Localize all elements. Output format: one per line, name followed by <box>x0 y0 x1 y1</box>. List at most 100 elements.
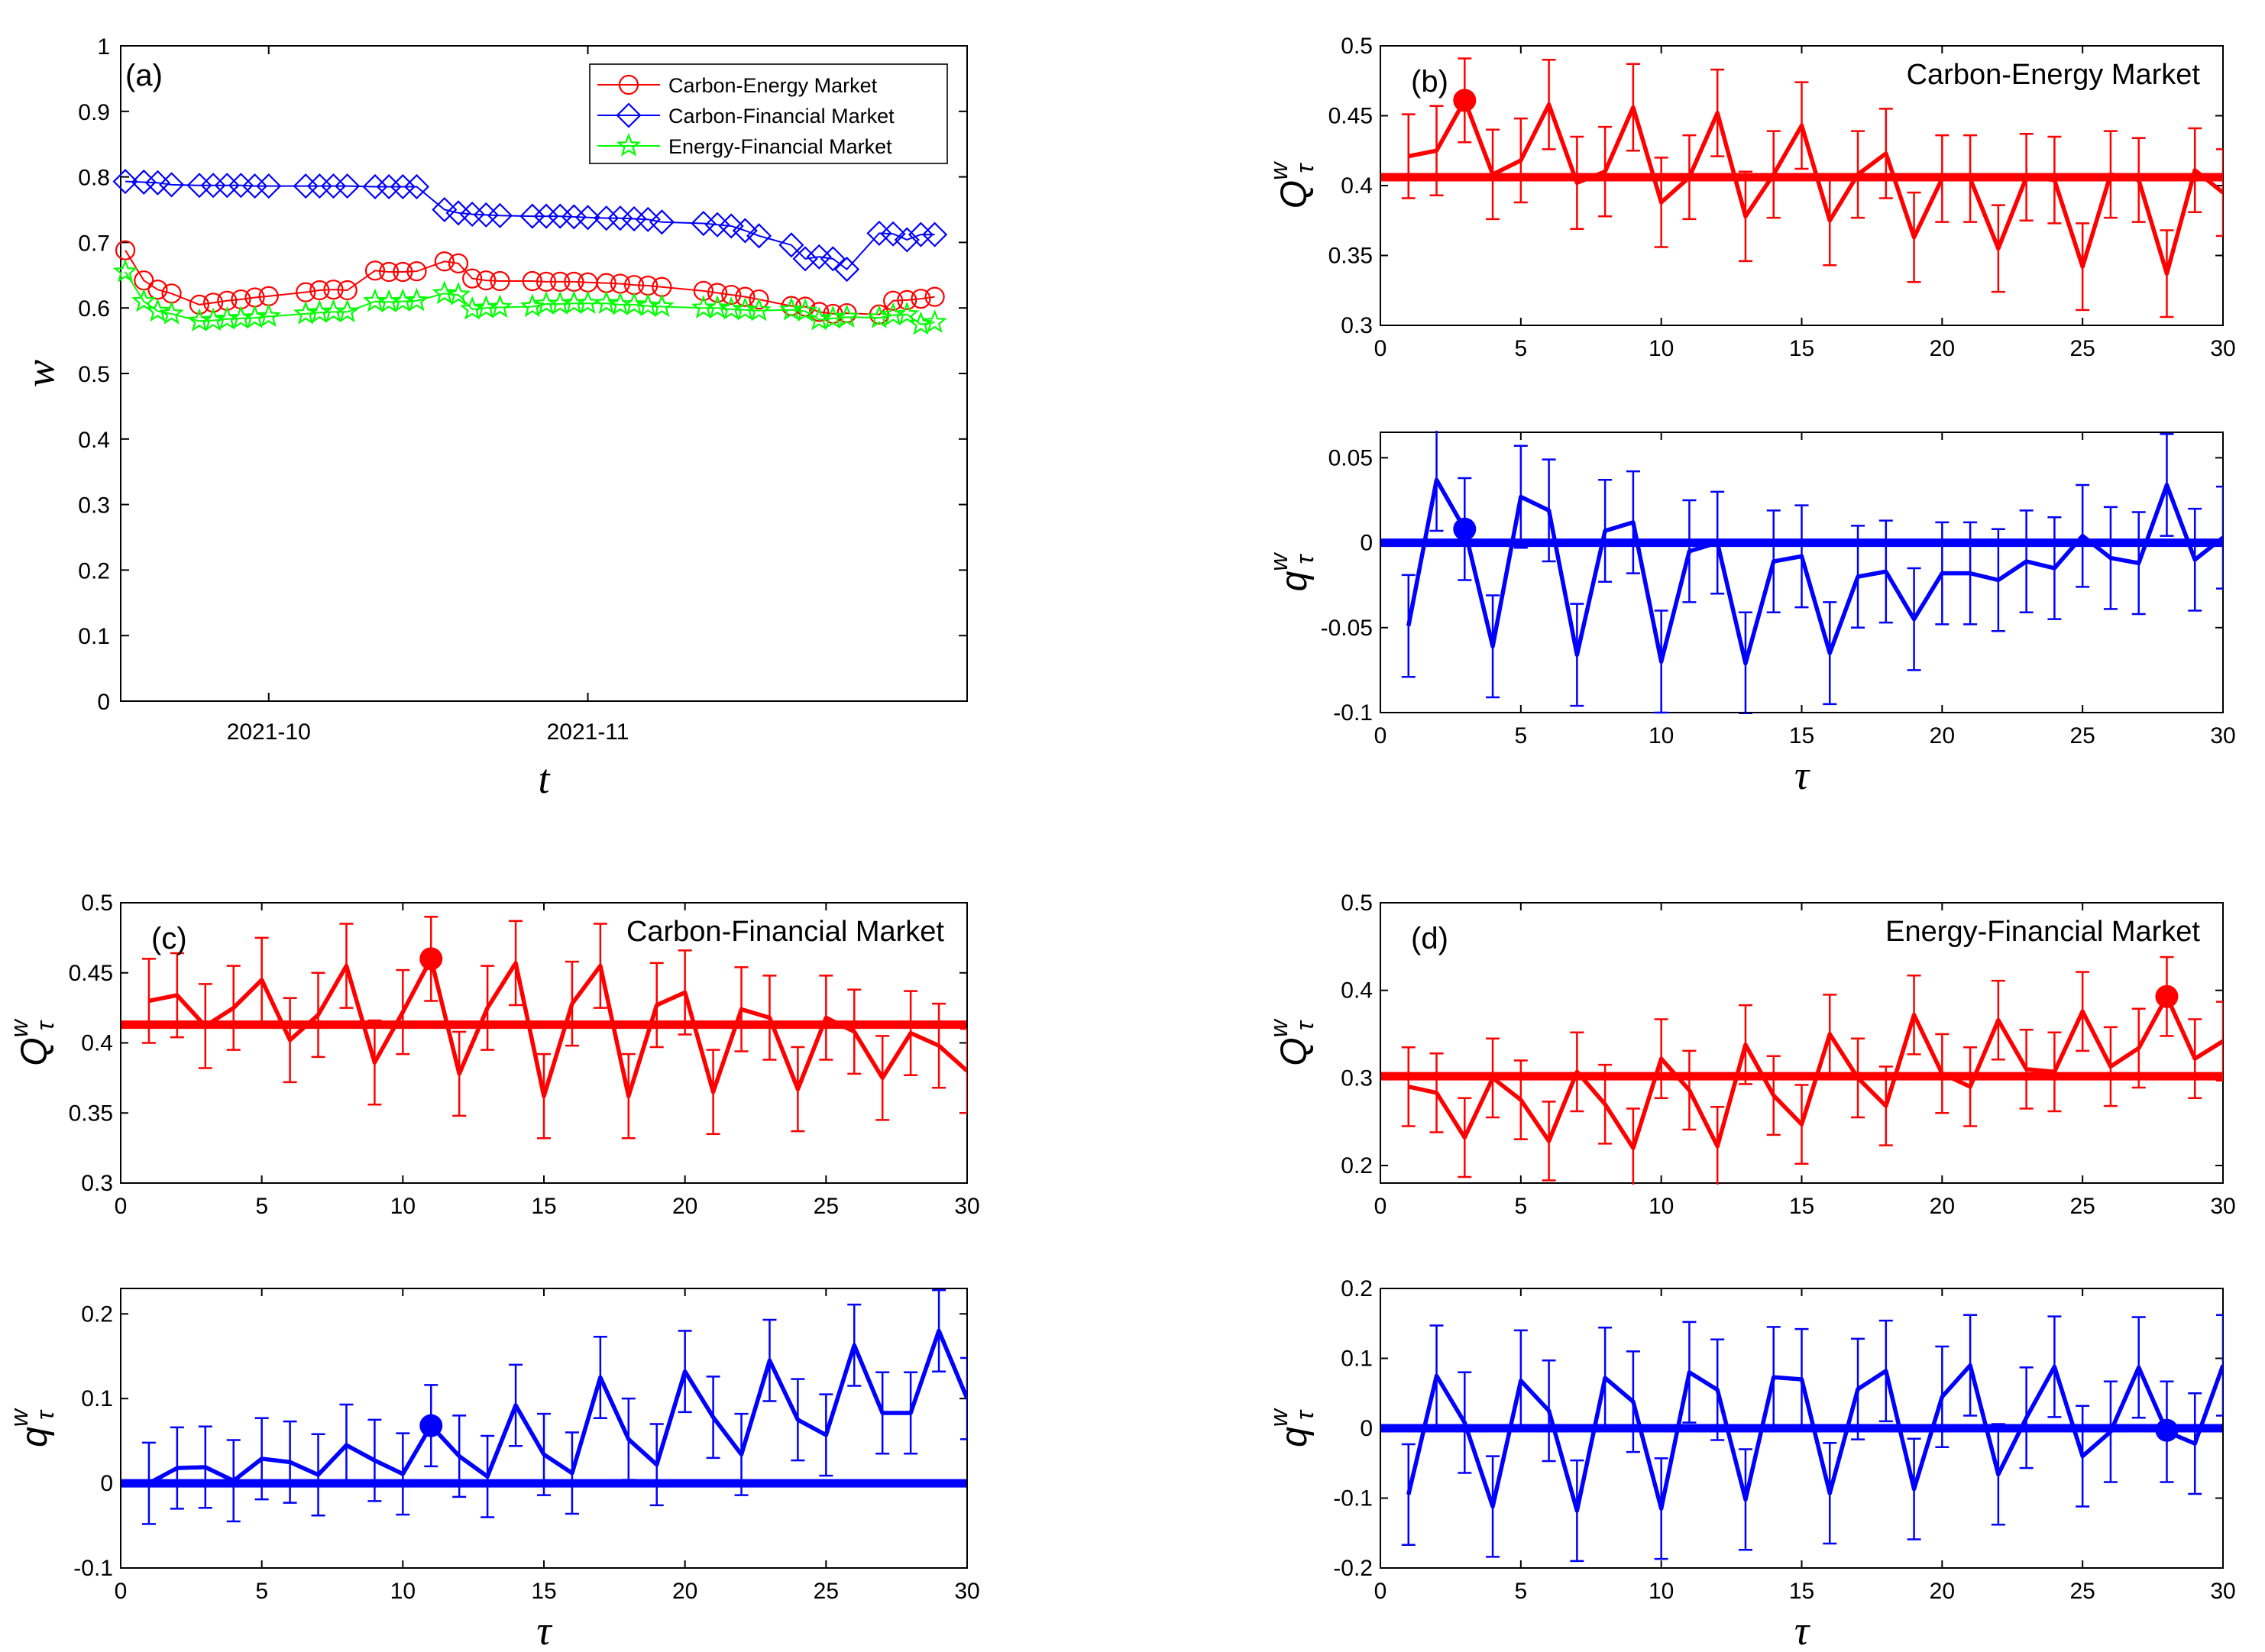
data-point <box>112 258 138 283</box>
data-point <box>364 260 386 281</box>
x-tick-label: 0 <box>1374 336 1387 361</box>
y-axis-label: qwτ <box>1265 552 1319 592</box>
x-tick-label: 5 <box>1514 1194 1527 1219</box>
data-point <box>487 202 513 228</box>
panel-title: Carbon-Financial Market <box>626 916 944 948</box>
data-point <box>894 227 920 253</box>
x-tick-label: 25 <box>2069 1579 2095 1604</box>
legend-marker <box>616 102 642 128</box>
plot-area <box>1381 955 2223 1185</box>
data-point <box>550 271 571 292</box>
data-point <box>883 290 904 311</box>
data-point <box>293 173 319 199</box>
data-point <box>459 296 485 320</box>
y-tick-label: 0.2 <box>1341 1153 1373 1178</box>
data-point <box>908 221 934 247</box>
highlight-point <box>419 1414 443 1437</box>
data-point <box>778 296 804 321</box>
x-tick-label: 25 <box>2069 336 2095 361</box>
data-point <box>404 287 429 312</box>
error-bar <box>2216 1001 2223 1082</box>
data-point <box>621 291 647 315</box>
x-tick-label: 30 <box>2210 1579 2235 1604</box>
panel-label: (d) <box>1411 922 1448 955</box>
data-point <box>649 293 675 318</box>
x-tick-label: 15 <box>1789 723 1814 748</box>
data-point <box>792 298 818 322</box>
y-tick-label: -0.1 <box>1333 700 1373 726</box>
data-point <box>820 246 846 272</box>
x-tick-label: 2021-10 <box>227 719 311 745</box>
data-point <box>403 173 430 200</box>
data-point <box>820 305 846 329</box>
data-point <box>924 286 945 307</box>
data-point <box>533 203 559 229</box>
y-tick-label: 0.45 <box>1328 104 1373 129</box>
y-tick-label: 0.8 <box>78 166 110 191</box>
series-line <box>147 1328 967 1486</box>
plot-area <box>121 916 967 1140</box>
y-tick-label: 0.3 <box>1341 1065 1373 1091</box>
data-point <box>186 173 212 199</box>
y-tick-label: 0.1 <box>1341 1346 1373 1372</box>
data-point <box>749 289 769 310</box>
chart-c_top: 0 5 10 15 20 25 30 0.3 0.35 0.4 0.45 0.5 Qwτ (c) Carbo… <box>5 891 979 1219</box>
data-point <box>922 309 947 333</box>
plot-area <box>1381 57 2223 318</box>
legend-box <box>589 63 948 164</box>
data-point <box>112 169 138 195</box>
y-tick-label: 0.45 <box>69 961 113 986</box>
x-tick-label: 25 <box>2069 1194 2095 1219</box>
data-point <box>707 283 728 303</box>
x-tick-label: 10 <box>1649 723 1674 748</box>
y-tick-label: 0 <box>1360 1416 1373 1441</box>
data-point <box>522 270 542 292</box>
y-tick-label: 0.4 <box>81 1031 113 1056</box>
y-tick-label: 0.5 <box>78 362 110 387</box>
data-point <box>379 261 400 283</box>
legend: Carbon-Energy Market Carbon-Financial Mar… <box>589 63 948 164</box>
data-point <box>721 284 742 306</box>
y-tick-label: 0.05 <box>1328 445 1373 470</box>
data-point <box>362 173 388 200</box>
x-tick-label: 20 <box>1930 1579 1955 1604</box>
data-point <box>309 280 330 301</box>
data-point <box>432 196 458 223</box>
chart-b_bottom: 0 5 10 15 20 25 30 -0.1 -0.05 0 0.05 qwτ τ <box>1265 431 2236 798</box>
y-tick-label: 0.35 <box>69 1101 113 1126</box>
data-point <box>393 261 413 283</box>
y-tick-label: 0.1 <box>81 1386 113 1411</box>
y-tick-label: 0.1 <box>78 624 110 649</box>
y-tick-label: 1 <box>97 34 110 60</box>
data-point <box>490 270 510 292</box>
x-tick-label: 0 <box>115 1579 128 1604</box>
data-point <box>323 280 344 300</box>
x-tick-label: 20 <box>672 1579 697 1604</box>
data-point <box>575 290 600 314</box>
x-tick-label: 25 <box>814 1194 839 1219</box>
x-tick-label: 10 <box>1649 336 1674 361</box>
data-point <box>635 206 661 232</box>
y-tick-label: 0 <box>100 1471 113 1496</box>
data-point <box>214 173 240 199</box>
data-point <box>897 289 917 311</box>
y-tick-label: 0.5 <box>81 891 113 916</box>
x-tick-label: 15 <box>531 1194 556 1219</box>
data-point <box>320 173 347 199</box>
data-point <box>807 306 832 331</box>
x-tick-label: 20 <box>672 1194 697 1219</box>
data-point <box>908 311 934 335</box>
data-point <box>432 280 458 305</box>
x-tick-label: 5 <box>1514 336 1527 361</box>
data-point <box>406 261 427 282</box>
data-point <box>704 295 730 318</box>
data-point <box>189 294 210 315</box>
y-tick-label: 0.2 <box>78 558 110 584</box>
data-point <box>594 205 620 231</box>
series-line <box>1408 994 2223 1150</box>
panel-title: Carbon-Energy Market <box>1907 59 2201 91</box>
chart-a: 2021-10 2021-11 0 0.1 0.2 0.3 0.4 0.5 0.6 0.7 0.8 0… <box>17 34 968 802</box>
x-tick-label: 20 <box>1930 336 1955 361</box>
x-tick-label: 0 <box>1374 1194 1387 1219</box>
